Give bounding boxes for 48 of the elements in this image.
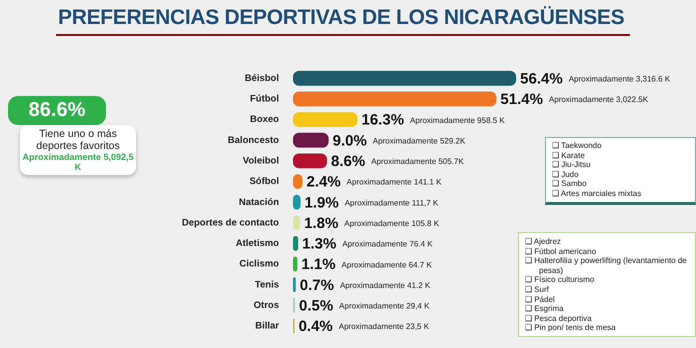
data-label: 51.4% xyxy=(500,91,543,108)
y-tick-label: Ciclismo xyxy=(239,258,280,270)
data-label: 0.4% xyxy=(298,318,333,336)
y-tick-label: Otros xyxy=(254,300,279,311)
annotation: Aproximadamente 64.7 K xyxy=(342,260,432,270)
annotation: Aproximadamente 23,5 K xyxy=(338,322,430,332)
y-tick-label: Béisbol xyxy=(244,72,279,84)
y-tick-label: Boxeo xyxy=(250,114,280,126)
checklist-panel: ❑ Taekwondo ❑ Karate ❑ Jiu-Jitsu ❑ Judo ❑ Sambo ❑ Artes marciales mixtas xyxy=(545,137,696,205)
data-label: 9.0% xyxy=(332,132,367,150)
data-label: 1.1% xyxy=(301,256,336,274)
bar xyxy=(293,112,358,128)
data-label: 0.7% xyxy=(300,276,334,294)
bar xyxy=(293,153,328,168)
checklist-panel: ❑ Ajedrez ❑ Fútbol americano ❑ Halterofilia y powerlifting (levantamiento de pesas) ❑ Físico culturismo ❑ Surf ❑ Pádel ❑ Esgrima ❑ Pesca deportiva ❑ Pin pon/ tenis de mesa xyxy=(518,232,696,337)
bar xyxy=(293,132,329,148)
y-tick-label: Tenis xyxy=(254,279,279,290)
bar xyxy=(293,92,496,106)
data-label: 16.3% xyxy=(361,112,404,129)
y-tick-label: Fútbol xyxy=(250,94,279,105)
bar xyxy=(293,70,516,86)
annotation: Aproximadamente 76.4 K xyxy=(342,240,434,249)
annotation: Aproximadamente 111,7 K xyxy=(344,198,439,208)
annotation: Aproximadamente 505.7K xyxy=(371,157,464,166)
annotation: Aproximadamente 41.2 K xyxy=(340,280,431,290)
y-tick-label: Deportes de contacto xyxy=(182,217,280,228)
data-label: 8.6% xyxy=(331,153,366,170)
annotation: Aproximadamente 958.5 K xyxy=(410,116,506,125)
text: Aproximadamente 3,316.6 K xyxy=(568,74,671,84)
data-label: 2.4% xyxy=(306,174,341,191)
data-label: 1.9% xyxy=(304,194,339,212)
bar xyxy=(293,277,296,292)
chart-title: PREFERENCIAS DEPORTIVAS DE LOS NICARAGÜENSES xyxy=(56,6,630,36)
y-tick-label: Natación xyxy=(238,196,280,208)
data-label: 0.5% xyxy=(298,297,334,314)
y-tick-label: Billar xyxy=(255,320,280,332)
annotation: Aproximadamente 529.2K xyxy=(372,136,466,146)
data-label: 56.4% xyxy=(520,70,563,88)
data-label: 1.8% xyxy=(304,214,338,232)
y-tick-label: Atletismo xyxy=(236,238,280,250)
y-tick-label: Baloncesto xyxy=(228,134,280,146)
annotation: Aproximadamente 29,4 K xyxy=(339,302,430,311)
y-tick-label: Sófbol xyxy=(249,176,279,188)
y-tick-label: Voleibol xyxy=(242,156,279,166)
annotation: Aproximadamente 141.1 K xyxy=(346,178,442,187)
data-label: 1.3% xyxy=(302,236,336,253)
text: Aproximadamente 3,022.5K xyxy=(548,95,649,104)
annotation: Aproximadamente 105.8 K xyxy=(344,218,440,228)
